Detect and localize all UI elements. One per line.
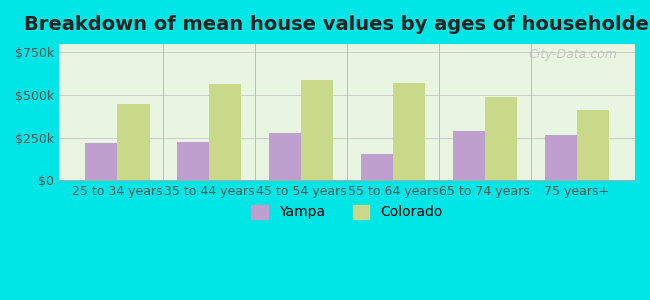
Bar (177, 142, 209, 180)
Bar (577, 110, 609, 180)
Bar (545, 135, 577, 180)
Bar (269, 133, 301, 180)
Bar (85, 143, 118, 180)
Bar (118, 103, 150, 180)
Bar (301, 80, 333, 180)
Text: City-Data.com: City-Data.com (529, 48, 617, 61)
Bar (393, 83, 425, 180)
Bar (209, 84, 241, 180)
Bar (452, 131, 485, 180)
Legend: Yampa, Colorado: Yampa, Colorado (246, 199, 448, 225)
Bar (485, 97, 517, 180)
Title: Breakdown of mean house values by ages of householders: Breakdown of mean house values by ages o… (24, 15, 650, 34)
Bar (361, 154, 393, 180)
